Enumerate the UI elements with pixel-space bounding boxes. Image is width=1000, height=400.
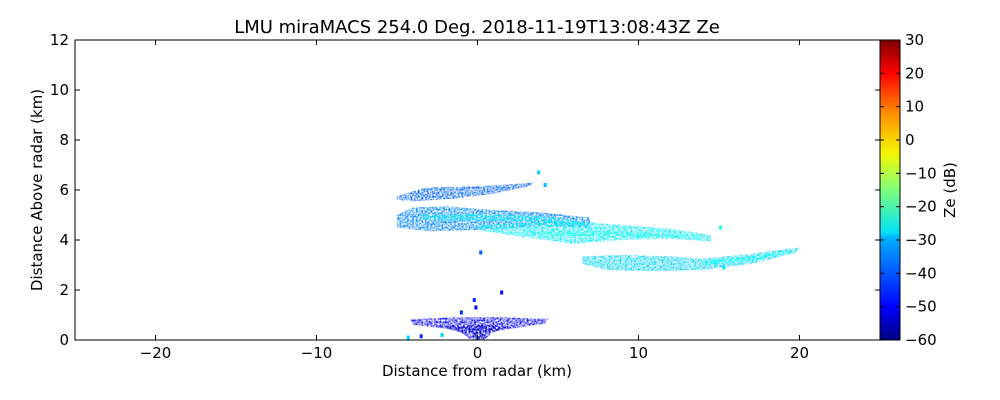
echo-speckle	[459, 310, 463, 315]
colorbar-gradient	[879, 39, 901, 341]
echo-speckle	[419, 334, 423, 339]
x-tick-label: −10	[301, 344, 333, 362]
echo-core	[437, 325, 510, 333]
y-tick-label: 8	[59, 131, 69, 149]
x-axis-ticks: −20 −10 0 10 20	[140, 40, 809, 362]
colorbar-tick-label: −40	[905, 264, 937, 282]
colorbar-tick-label: 10	[905, 98, 924, 116]
y-tick-label: 2	[59, 281, 69, 299]
plot-area: −20 −10 0 10 20 0 2 4 6 8 10 12	[50, 31, 881, 362]
colorbar-tick-label: 30	[905, 31, 924, 49]
echo-speckle	[543, 183, 547, 187]
x-tick-label: 10	[629, 344, 648, 362]
colorbar-tick-label: −50	[905, 298, 937, 316]
echo-speckle	[406, 335, 410, 340]
echo-speckle	[719, 225, 723, 230]
colorbar-label: Ze (dB)	[941, 162, 959, 218]
x-tick-label: −20	[140, 344, 172, 362]
y-tick-label: 6	[59, 181, 69, 199]
y-tick-label: 0	[59, 331, 69, 349]
colorbar-tick-label: −10	[905, 164, 937, 182]
y-tick-label: 4	[59, 231, 69, 249]
colorbar-tick-label: −20	[905, 198, 937, 216]
x-tick-label: 0	[473, 344, 483, 362]
colorbar-tick-label: −30	[905, 231, 937, 249]
colorbar-tick-label: −60	[905, 331, 937, 349]
echo-speckle	[440, 333, 444, 337]
echo-speckle	[722, 265, 726, 270]
echo-speckle	[472, 298, 476, 302]
y-axis-label: Distance Above radar (km)	[28, 89, 46, 291]
echo-region	[397, 182, 534, 202]
y-axis-ticks: 0 2 4 6 8 10 12	[50, 31, 880, 349]
y-tick-label: 10	[50, 81, 69, 99]
x-axis-label: Distance from radar (km)	[382, 362, 572, 380]
colorbar: 30 20 10 0 −10 −20 −30 −40 −50 −60	[879, 31, 937, 349]
echo-layer	[397, 170, 800, 340]
x-tick-label: 20	[790, 344, 809, 362]
colorbar-tick-label: 20	[905, 64, 924, 82]
echo-speckle	[500, 290, 504, 295]
chart-title: LMU miraMACS 254.0 Deg. 2018-11-19T13:08…	[234, 17, 720, 38]
colorbar-ticks: 30 20 10 0 −10 −20 −30 −40 −50 −60	[880, 31, 937, 349]
y-tick-label: 12	[50, 31, 69, 49]
echo-core	[525, 231, 687, 238]
echo-speckle	[537, 170, 541, 175]
echo-speckle	[474, 305, 478, 310]
echo-core	[702, 250, 792, 265]
echo-speckle	[479, 250, 483, 255]
echo-core	[472, 331, 486, 340]
colorbar-tick-label: 0	[905, 131, 915, 149]
echo-speckle	[714, 260, 718, 265]
echo-core	[421, 213, 583, 225]
echo-region	[582, 247, 800, 272]
